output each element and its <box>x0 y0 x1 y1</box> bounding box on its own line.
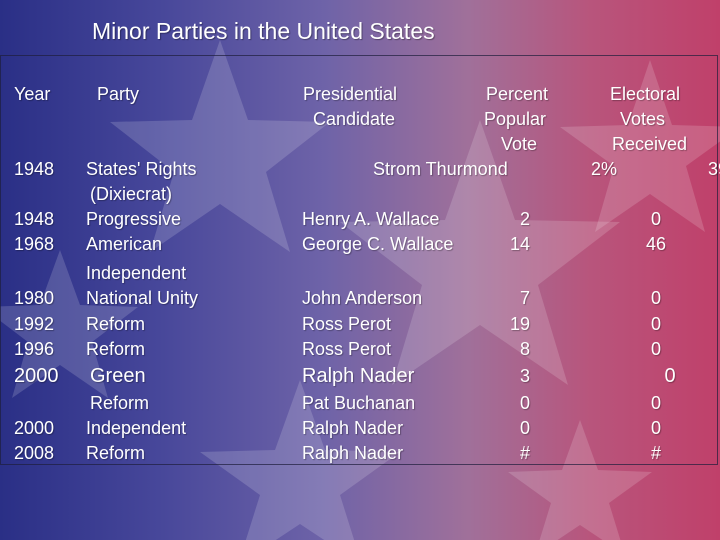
star-shape <box>110 40 330 252</box>
row-8-candidate: Pat Buchanan <box>302 393 416 413</box>
row-1-electoral: 39 <box>708 159 720 179</box>
row-1-candidate: Strom Thurmond <box>373 159 508 179</box>
row-6-candidate: Ross Perot <box>302 339 392 359</box>
star-shape <box>560 60 720 232</box>
row-2-percent: 2 <box>519 209 530 229</box>
row-5-year: 1992 <box>14 314 55 334</box>
row-9-electoral: 0 <box>650 418 661 438</box>
header-electoral-line1: Electoral <box>610 84 681 104</box>
row-1-party-line2: (Dixiecrat) <box>90 184 173 204</box>
row-9-percent: 0 <box>519 418 530 438</box>
row-1-year: 1948 <box>14 159 55 179</box>
row-5-percent: 19 <box>509 314 530 334</box>
row-10-candidate: Ralph Nader <box>302 443 404 463</box>
row-3-year: 1968 <box>14 234 55 254</box>
row-3-party: American <box>86 234 163 254</box>
row-5-electoral: 0 <box>650 314 661 334</box>
row-2-party: Progressive <box>86 209 182 229</box>
row-2-electoral: 0 <box>650 209 661 229</box>
row-7-percent: 3 <box>519 366 530 386</box>
row-10-percent: # <box>519 443 530 463</box>
row-4-candidate: John Anderson <box>302 288 423 308</box>
row-10-party: Reform <box>86 443 146 463</box>
row-7-party: Green <box>90 365 146 387</box>
row-7-year: 2000 <box>14 365 59 387</box>
row-1-party: States' Rights <box>86 159 197 179</box>
row-5-candidate: Ross Perot <box>302 314 392 334</box>
header-percent-line3: Vote <box>501 134 538 154</box>
header-electoral-line3: Received <box>612 134 688 154</box>
star-shape <box>340 120 620 385</box>
row-2-year: 1948 <box>14 209 55 229</box>
row-1-percent: 2% <box>591 159 618 179</box>
row-6-year: 1996 <box>14 339 55 359</box>
row-2-candidate: Henry A. Wallace <box>302 209 440 229</box>
row-3-candidate: George C. Wallace <box>302 234 454 254</box>
row-3-party-line2: Independent <box>86 263 187 283</box>
row-8-percent: 0 <box>519 393 530 413</box>
row-6-electoral: 0 <box>650 339 661 359</box>
row-9-candidate: Ralph Nader <box>302 418 404 438</box>
row-9-year: 2000 <box>14 418 55 438</box>
header-percent-line1: Percent <box>486 84 549 104</box>
row-7-candidate: Ralph Nader <box>302 365 415 387</box>
row-4-year: 1980 <box>14 288 55 308</box>
row-3-electoral: 46 <box>645 234 667 254</box>
star-shape <box>508 420 652 540</box>
star-shape <box>200 380 400 540</box>
header-candidate-line1: Presidential <box>303 84 398 104</box>
header-party: Party <box>97 84 140 104</box>
header-electoral-line2: Votes <box>620 109 666 129</box>
header-percent-line2: Popular <box>484 109 547 129</box>
star-shape <box>0 250 138 398</box>
row-3-percent: 14 <box>509 234 530 254</box>
row-10-year: 2008 <box>14 443 55 463</box>
row-8-electoral: 0 <box>650 393 661 413</box>
table-frame <box>0 55 718 465</box>
row-9-party: Independent <box>86 418 187 438</box>
row-8-party: Reform <box>90 393 150 413</box>
page-title: Minor Parties in the United States <box>92 18 435 44</box>
row-4-electoral: 0 <box>650 288 661 308</box>
row-5-party: Reform <box>86 314 146 334</box>
row-7-electoral: 0 <box>664 365 676 387</box>
header-candidate-line2: Candidate <box>313 109 396 129</box>
row-4-party: National Unity <box>86 288 199 308</box>
row-6-percent: 8 <box>519 339 530 359</box>
row-4-percent: 7 <box>519 288 530 308</box>
row-10-electoral: # <box>650 443 661 463</box>
header-year: Year <box>14 84 51 104</box>
row-6-party: Reform <box>86 339 146 359</box>
